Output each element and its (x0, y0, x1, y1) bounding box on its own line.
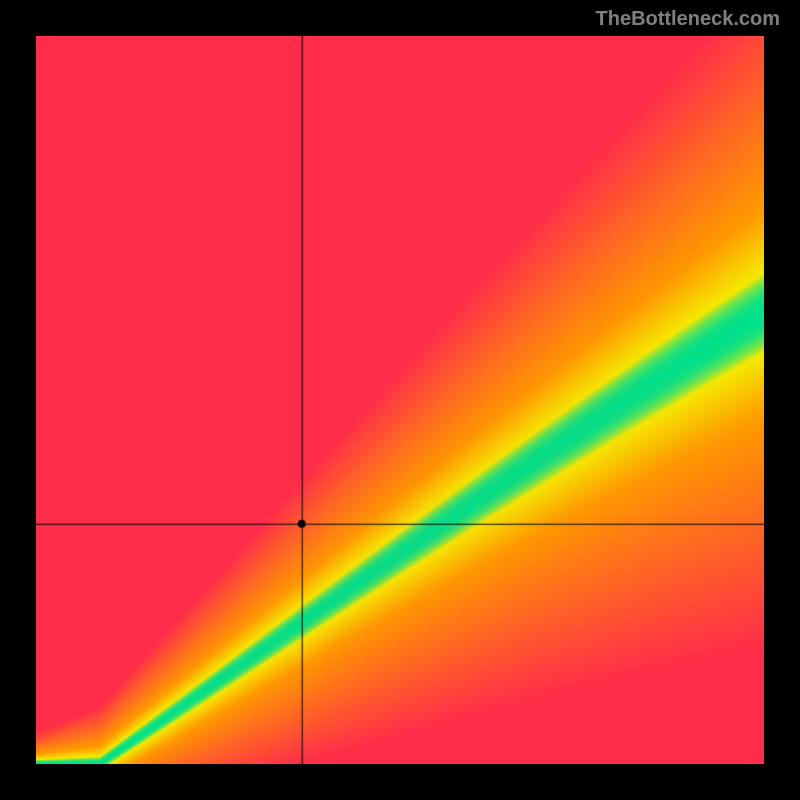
watermark-text: TheBottleneck.com (596, 8, 780, 31)
bottleneck-heatmap (36, 36, 764, 764)
plot-container: TheBottleneck.com (0, 0, 800, 800)
